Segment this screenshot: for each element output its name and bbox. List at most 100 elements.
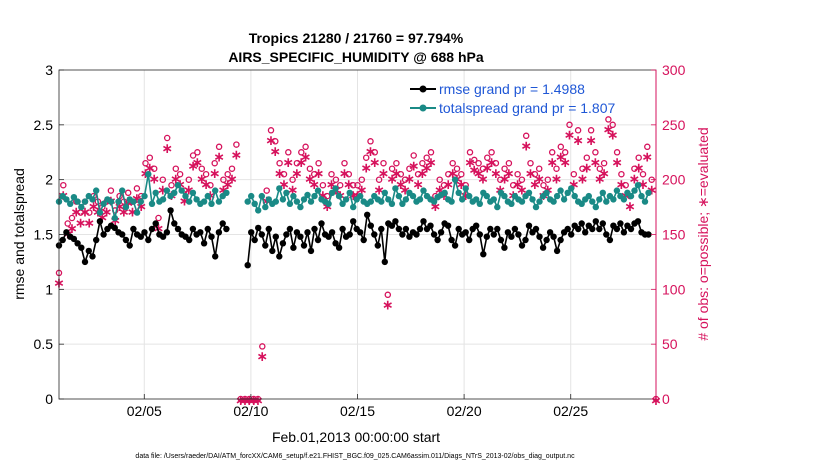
obs-possible-marker	[362, 154, 370, 161]
rmse-point	[378, 225, 385, 233]
obs-possible-marker	[380, 159, 387, 167]
obs-possible-marker	[198, 165, 206, 172]
rmse-point	[599, 220, 606, 227]
rmse-point	[620, 229, 628, 236]
obs-possible-marker	[280, 170, 288, 178]
spread-point	[148, 200, 156, 207]
obs-evaluated-marker: ∗	[624, 198, 636, 214]
obs-evaluated-marker: ∗	[650, 392, 662, 408]
rmse-point	[494, 225, 501, 233]
obs-possible-marker	[384, 291, 392, 299]
rmse-point	[145, 236, 152, 244]
rmse-point	[262, 242, 269, 249]
spread-point	[115, 198, 122, 205]
obs-evaluated-marker: ∗	[70, 203, 82, 219]
rmse-point	[137, 233, 144, 240]
spread-point	[67, 200, 74, 207]
y-tick-label-right: 100	[662, 281, 686, 297]
obs-evaluated-marker: ∗	[218, 181, 230, 197]
rmse-point	[402, 225, 410, 233]
legend: rmse grand pr = 1.4988 totalspread grand…	[410, 81, 616, 116]
rmse-point	[434, 236, 441, 244]
rmse-point	[420, 218, 427, 225]
obs-evaluated-marker: ∗	[473, 165, 485, 181]
obs-evaluated-marker: ∗	[386, 171, 398, 187]
obs-possible-marker	[375, 176, 383, 183]
obs-evaluated-marker: ∗	[304, 171, 316, 187]
obs-evaluated-marker: ∗	[629, 171, 641, 187]
obs-evaluated-marker: ∗	[339, 165, 351, 181]
rmse-point	[163, 229, 171, 236]
obs-possible-marker	[293, 159, 301, 167]
obs-possible-marker	[561, 149, 569, 156]
obs-evaluated-marker: ∗	[101, 203, 113, 219]
spread-point	[141, 192, 148, 200]
obs-possible-marker	[548, 149, 556, 156]
spread-point	[448, 198, 455, 205]
obs-evaluated-marker: ∗	[287, 181, 299, 197]
rmse-point	[272, 233, 279, 240]
obs-possible-marker	[367, 138, 374, 145]
obs-possible-marker	[522, 132, 530, 140]
rmse-point	[174, 225, 182, 233]
spread-point	[409, 192, 417, 200]
data-file-footer: data file: /Users/raeder/DAI/ATM_forcXX/…	[135, 453, 575, 460]
rmse-point	[63, 229, 70, 236]
obs-possible-marker	[388, 165, 396, 172]
spread-point	[328, 189, 336, 196]
spread-point	[193, 196, 200, 203]
spread-point	[395, 192, 403, 200]
rmse-point	[557, 236, 564, 244]
spread-point	[96, 209, 104, 216]
rmse-point	[59, 236, 66, 244]
obs-evaluated-marker: ∗	[637, 176, 649, 192]
spread-point	[63, 196, 70, 203]
rmse-point	[539, 244, 547, 251]
obs-possible-marker	[644, 143, 651, 151]
y-tick-label-right: 150	[662, 227, 686, 243]
rmse-point	[518, 242, 526, 249]
obs-evaluated-marker: ∗	[326, 176, 338, 192]
rmse-point	[148, 225, 156, 233]
spread-point	[119, 187, 126, 194]
obs-evaluated-marker: ∗	[369, 154, 381, 170]
obs-evaluated-marker: ∗	[533, 171, 545, 187]
rmse-point	[480, 251, 487, 258]
legend-spread-label: totalspread grand pr = 1.807	[439, 100, 616, 116]
obs-evaluated-marker: ∗	[447, 165, 459, 181]
obs-possible-marker	[518, 176, 526, 183]
rmse-point	[462, 229, 469, 236]
spread-point	[596, 196, 603, 203]
rmse-point	[430, 231, 438, 238]
rmse-point	[307, 247, 315, 255]
rmse-point	[208, 233, 215, 240]
obs-possible-marker	[124, 189, 132, 197]
obs-evaluated-marker: ∗	[231, 146, 243, 162]
rmse-point	[596, 225, 603, 233]
spread-point	[215, 198, 223, 205]
rmse-point	[81, 258, 89, 266]
obs-possible-marker	[194, 149, 201, 156]
spread-point	[473, 196, 480, 203]
spread-point	[399, 200, 406, 207]
rmse-point	[497, 236, 505, 244]
obs-possible-marker	[276, 159, 283, 167]
obs-possible-marker	[107, 187, 115, 194]
rmse-point	[413, 231, 420, 238]
obs-evaluated-marker: ∗	[421, 160, 433, 176]
spread-point	[251, 200, 258, 207]
spread-point	[293, 198, 301, 205]
rmse-point	[371, 231, 378, 238]
spread-point	[536, 198, 543, 205]
obs-evaluated-marker: ∗	[512, 176, 524, 192]
rmse-point	[617, 220, 624, 227]
obs-evaluated-marker: ∗	[157, 181, 169, 197]
rmse-point	[399, 231, 406, 238]
rmse-point	[473, 222, 480, 229]
spread-point	[392, 185, 399, 192]
y-tick-label-right: 300	[662, 62, 686, 78]
y-tick-label-left: 0.5	[34, 336, 54, 352]
y-tick-label-left: 0	[45, 391, 53, 407]
spread-point	[441, 189, 448, 196]
rmse-point	[360, 236, 367, 244]
